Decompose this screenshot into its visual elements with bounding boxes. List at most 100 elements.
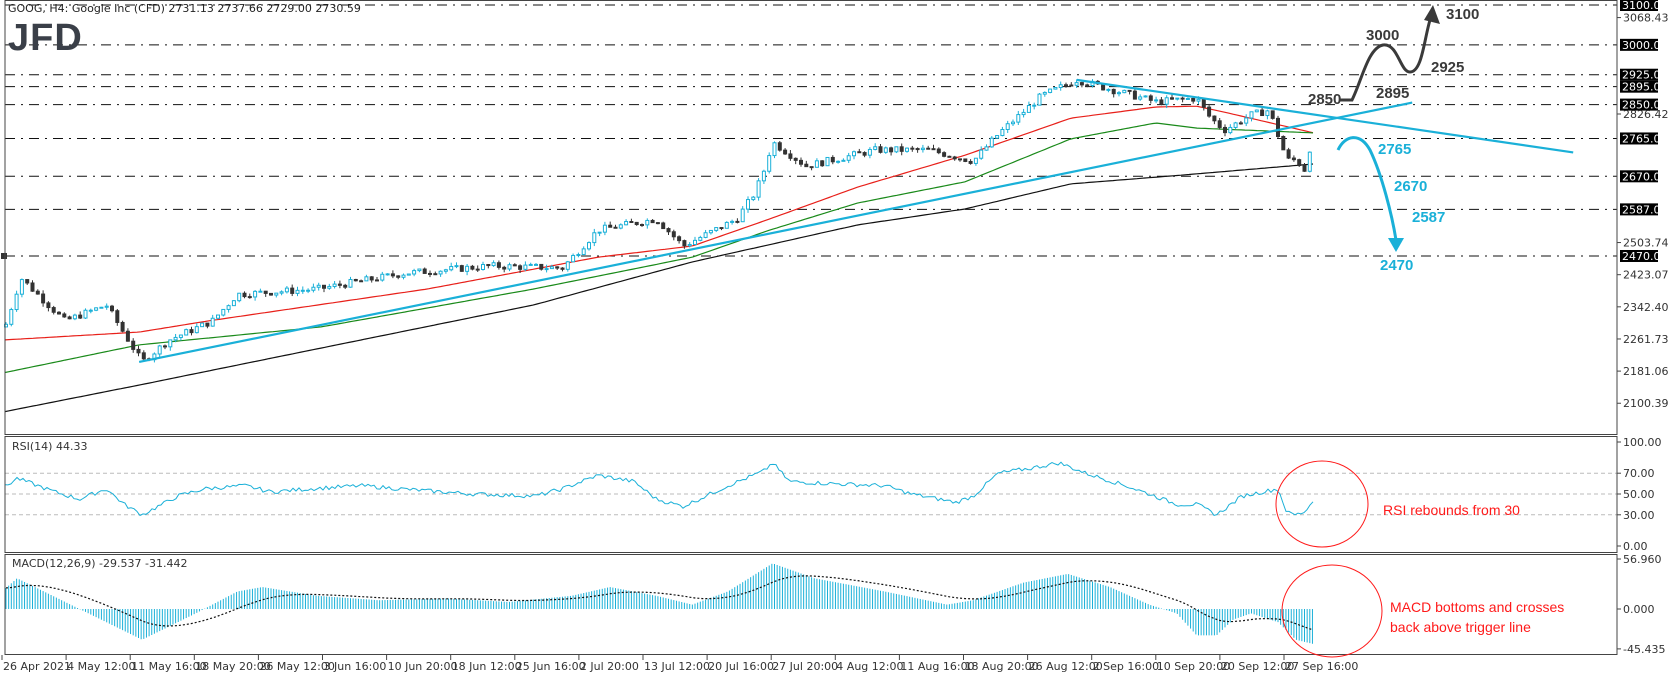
bull-candle — [597, 231, 602, 234]
bull-candle — [401, 274, 406, 278]
bear-candle — [1238, 122, 1243, 125]
bear-candle — [343, 284, 348, 288]
time-tick-label: 3 Jun 16:00 — [324, 660, 387, 673]
bear-candle — [926, 147, 931, 150]
bull-candle — [751, 196, 756, 201]
bull-candle — [756, 180, 761, 198]
bull-candle — [740, 208, 745, 223]
bear-candle — [666, 228, 671, 233]
bear-candle — [1201, 98, 1206, 108]
bear-candle — [799, 159, 803, 165]
bear-candle — [1270, 110, 1275, 119]
trendline-0 — [138, 101, 1413, 364]
bull-candle — [19, 279, 24, 295]
bear-candle — [735, 220, 740, 223]
bear-candle — [512, 264, 517, 267]
label-3100: 3100 — [1446, 6, 1479, 23]
bear-candle — [67, 316, 72, 320]
bear-candle — [428, 272, 432, 275]
level-box-2765 — [1620, 132, 1658, 145]
time-tick-label: 4 Aug 12:00 — [836, 660, 903, 673]
bull-candle — [279, 291, 284, 294]
bull-candle — [348, 278, 353, 288]
bull-candle — [406, 273, 411, 276]
bull-candle — [1005, 123, 1010, 130]
bull-candle — [523, 264, 528, 270]
bear-candle — [629, 221, 634, 224]
bear-candle — [390, 273, 395, 277]
bear-candle — [486, 264, 491, 267]
bull-candle — [905, 147, 909, 152]
bull-candle — [332, 283, 337, 287]
level-label-3000: 3000.00 — [1622, 39, 1668, 52]
main-panel-border — [4, 0, 1618, 435]
bull-candle — [1117, 92, 1121, 95]
bear-candle — [57, 311, 61, 315]
bear-candle — [189, 329, 194, 334]
bear-candle — [899, 146, 904, 152]
level-label-2765: 2765.00 — [1622, 132, 1668, 145]
bear-candle — [608, 224, 613, 228]
bull-candle — [581, 248, 586, 256]
bull-candle — [703, 232, 708, 238]
bear-candle — [889, 147, 894, 153]
bear-candle — [1260, 109, 1265, 117]
bear-candle — [459, 265, 464, 272]
bear-candle — [30, 282, 35, 292]
bear-candle — [682, 240, 687, 247]
bear-candle — [41, 293, 46, 304]
bull-candle — [443, 269, 448, 272]
bear-candle — [131, 340, 136, 350]
bull-candle — [920, 147, 925, 151]
bear-candle — [136, 348, 141, 354]
bull-candle — [576, 254, 581, 257]
bull-candle — [88, 309, 93, 312]
macd-panel-border — [4, 554, 1618, 655]
bull-candle — [571, 254, 576, 263]
bear-candle — [878, 146, 883, 153]
jfd-logo: JFD — [8, 17, 82, 59]
bear-candle — [1064, 84, 1068, 87]
rsi-highlight-circle — [1275, 460, 1369, 548]
bear-candle — [110, 305, 114, 312]
bull-candle — [645, 219, 650, 226]
bull-candle — [846, 155, 851, 161]
time-tick-label: 27 Jul 20:00 — [772, 660, 838, 673]
price-tick-label: 2826.42 — [1623, 108, 1669, 121]
bull-candle — [327, 285, 332, 289]
bull-candle — [216, 314, 220, 319]
bull-candle — [306, 289, 311, 292]
level-box-2925 — [1620, 68, 1658, 81]
bear-candle — [560, 267, 565, 270]
bear-candle — [1286, 149, 1291, 159]
bear-candle — [290, 287, 295, 294]
label-2470: 2470 — [1380, 257, 1413, 274]
bear-candle — [1127, 89, 1132, 92]
bull-candle — [99, 306, 104, 309]
bull-candle — [1016, 114, 1021, 123]
bear-candle — [783, 149, 788, 155]
bull-candle — [698, 236, 703, 241]
bull-candle — [200, 322, 205, 328]
level-box-3100 — [1620, 0, 1658, 11]
bear-candle — [35, 290, 40, 295]
bull-candle — [300, 289, 305, 292]
macd-annotation-line2: back above trigger line — [1390, 619, 1531, 635]
level-box-3000 — [1620, 38, 1658, 51]
bear-candle — [242, 292, 247, 298]
bull-candle — [221, 308, 226, 316]
bull-candle — [274, 292, 279, 296]
bull-candle — [618, 224, 623, 229]
price-tick-label: 2100.39 — [1623, 397, 1669, 410]
bull-candle — [1048, 88, 1053, 93]
bear-candle — [936, 148, 941, 154]
level-label-2925: 2925.00 — [1622, 69, 1668, 82]
bull-candle — [565, 261, 570, 270]
bull-candle — [237, 292, 242, 302]
bear-candle — [1180, 97, 1185, 100]
bear-candle — [51, 307, 56, 313]
rsi-line — [4, 461, 1314, 517]
bear-candle — [369, 276, 374, 281]
bear-candle — [671, 231, 676, 238]
bear-candle — [125, 330, 130, 342]
